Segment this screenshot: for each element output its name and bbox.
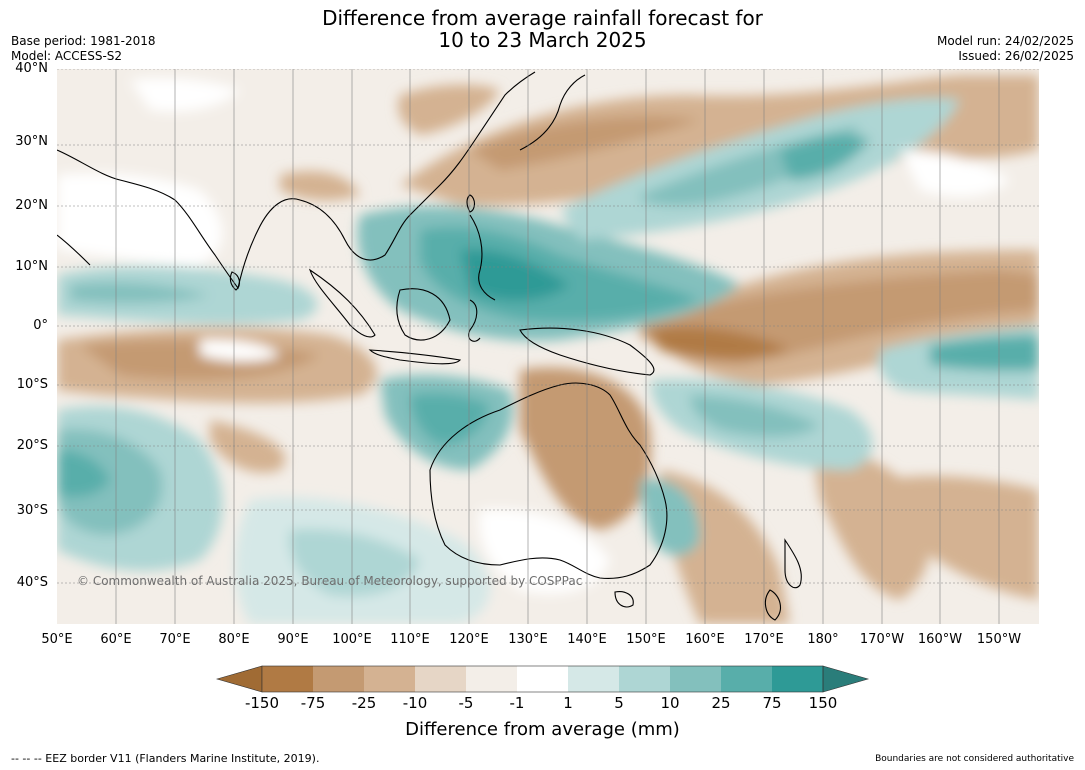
- colorbar-max-extension: [822, 665, 870, 693]
- colorbar-tick-label: -10: [402, 694, 428, 712]
- title-line-1: Difference from average rainfall forecas…: [322, 6, 763, 30]
- colorbar-tick-label: 1: [563, 694, 573, 712]
- colorbar-tick-label: 10: [660, 694, 680, 712]
- colorbar-tick-label: -25: [351, 694, 377, 712]
- base-period-text: Base period: 1981-2018: [11, 34, 156, 48]
- lat-label: 30°N: [15, 134, 48, 149]
- lon-label: 90°E: [277, 632, 309, 647]
- lon-label: 160°W: [917, 632, 963, 647]
- colorbar-tick-label: -75: [300, 694, 326, 712]
- colorbar-tick-label: -5: [458, 694, 474, 712]
- lon-label: 80°E: [218, 632, 250, 647]
- lon-label: 60°E: [100, 632, 132, 647]
- colorbar-swatch: [619, 666, 670, 692]
- colorbar-swatch: [313, 666, 364, 692]
- colorbar-tick-label: -150: [244, 694, 280, 712]
- model-run-text: Model run: 24/02/2025: [936, 34, 1074, 48]
- colorbar-swatch: [364, 666, 415, 692]
- colorbar-tick-label: 25: [711, 694, 731, 712]
- lon-label: 110°E: [390, 632, 430, 647]
- lon-label: 70°E: [159, 632, 191, 647]
- lat-label: 10°N: [15, 259, 48, 274]
- colorbar-swatch: [721, 666, 772, 692]
- map-graticule: [57, 69, 1039, 624]
- lon-label: 140°E: [567, 632, 607, 647]
- lon-label: 120°E: [449, 632, 489, 647]
- colorbar-tick-label: -1: [509, 694, 525, 712]
- lon-label: 150°W: [976, 632, 1022, 647]
- colorbar-tick-label: 75: [762, 694, 782, 712]
- coastlines: [57, 71, 802, 621]
- colorbar-swatch: [517, 666, 568, 692]
- colorbar-swatch: [670, 666, 721, 692]
- colorbar-swatch: [415, 666, 466, 692]
- colorbar-tick-label: 5: [614, 694, 624, 712]
- model-name-text: Model: ACCESS-S2: [11, 49, 123, 63]
- lat-label: 10°S: [16, 377, 48, 392]
- lat-label: 20°S: [16, 438, 48, 453]
- lon-label: 100°E: [332, 632, 372, 647]
- eez-border-legend: -- -- -- EEZ border V11 (Flanders Marine…: [11, 752, 320, 765]
- lat-label: 40°N: [15, 61, 48, 76]
- lon-label: 160°E: [685, 632, 725, 647]
- colorbar: [215, 665, 870, 693]
- lat-label: 20°N: [15, 198, 48, 213]
- colorbar-swatch: [568, 666, 619, 692]
- lon-label: 180°: [807, 632, 839, 647]
- colorbar-swatch: [262, 666, 313, 692]
- anomaly-fields: [57, 75, 1039, 624]
- copyright-watermark: © Commonwealth of Australia 2025, Bureau…: [77, 574, 583, 588]
- title-line-2: 10 to 23 March 2025: [438, 28, 647, 52]
- lon-label: 150°E: [626, 632, 666, 647]
- colorbar-tick-label: 150: [808, 694, 838, 712]
- colorbar-swatch: [466, 666, 517, 692]
- colorbar-title: Difference from average (mm): [405, 719, 680, 740]
- lat-label: 0°: [33, 318, 48, 333]
- lat-label: 40°S: [16, 575, 48, 590]
- boundaries-disclaimer: Boundaries are not considered authoritat…: [875, 754, 1074, 764]
- rainfall-anomaly-map: [57, 69, 1039, 624]
- colorbar-min-extension: [215, 665, 263, 693]
- lat-label: 30°S: [16, 503, 48, 518]
- lon-label: 50°E: [41, 632, 73, 647]
- lon-label: 130°E: [508, 632, 548, 647]
- issued-date-text: Issued: 26/02/2025: [958, 49, 1074, 63]
- lon-label: 170°E: [744, 632, 784, 647]
- lon-label: 170°W: [859, 632, 905, 647]
- colorbar-swatch: [772, 666, 823, 692]
